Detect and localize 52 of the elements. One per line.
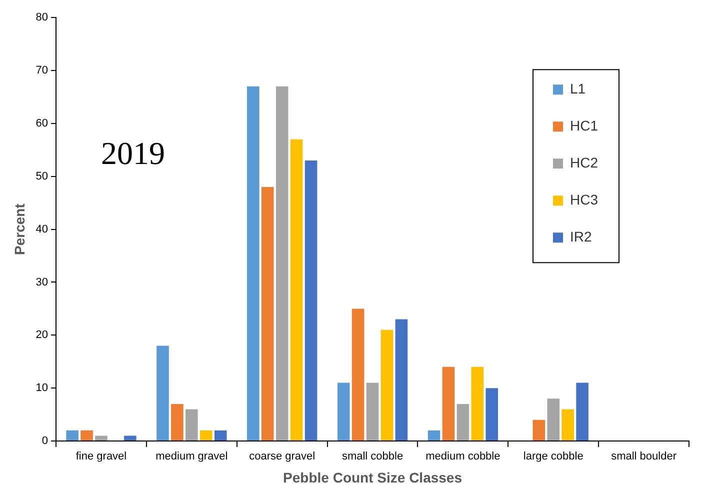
bar: [456, 404, 470, 440]
bar: [486, 388, 498, 440]
bar: [124, 436, 136, 440]
x-tick-label: large cobble: [523, 450, 584, 463]
bar: [214, 430, 227, 440]
y-tick-label: 60: [36, 117, 48, 130]
y-tick-label: 30: [36, 276, 48, 288]
y-axis-title: Percent: [11, 203, 28, 255]
bar: [290, 139, 303, 440]
x-tick-label: medium cobble: [426, 450, 500, 463]
legend-label: HC2: [570, 154, 598, 170]
bar: [80, 430, 93, 440]
annotation: 2019: [101, 135, 166, 172]
y-tick-label: 20: [36, 329, 48, 342]
bar: [428, 430, 440, 440]
bar: [547, 398, 560, 440]
legend-label: HC1: [570, 117, 598, 134]
bar: [471, 366, 484, 440]
y-tick-label: 40: [36, 223, 48, 236]
legend-label: HC3: [570, 191, 598, 208]
bar: [562, 409, 574, 440]
y-tick-label: 0: [42, 435, 48, 448]
bar: [366, 382, 379, 440]
y-tick-label: 70: [36, 64, 48, 77]
bar: [261, 186, 274, 440]
bar: [532, 420, 546, 440]
bar: [95, 436, 108, 440]
x-tick-label: fine gravel: [76, 450, 127, 463]
y-tick-label: 50: [36, 170, 48, 182]
bar: [576, 382, 588, 440]
bar: [395, 319, 408, 440]
bar: [304, 160, 318, 440]
bar: [66, 430, 78, 440]
x-tick-label: coarse gravel: [249, 450, 316, 463]
bar: [171, 404, 184, 440]
bar: [442, 366, 455, 440]
bar: [200, 430, 212, 440]
bar: [247, 86, 260, 440]
y-tick-label: 10: [36, 382, 48, 394]
x-tick-label: medium gravel: [156, 450, 228, 463]
x-tick-label: small boulder: [611, 450, 677, 463]
bar: [380, 330, 394, 440]
bar: [276, 86, 288, 440]
bar: [352, 308, 364, 440]
bar: [186, 409, 198, 440]
x-axis-title: Pebble Count Size Classes: [283, 469, 462, 486]
bar: [156, 346, 169, 440]
legend-label: IR2: [570, 228, 592, 244]
x-tick-label: small cobble: [342, 450, 404, 463]
legend-label: L1: [570, 80, 586, 96]
bar: [337, 382, 350, 440]
y-tick-label: 80: [36, 12, 48, 24]
